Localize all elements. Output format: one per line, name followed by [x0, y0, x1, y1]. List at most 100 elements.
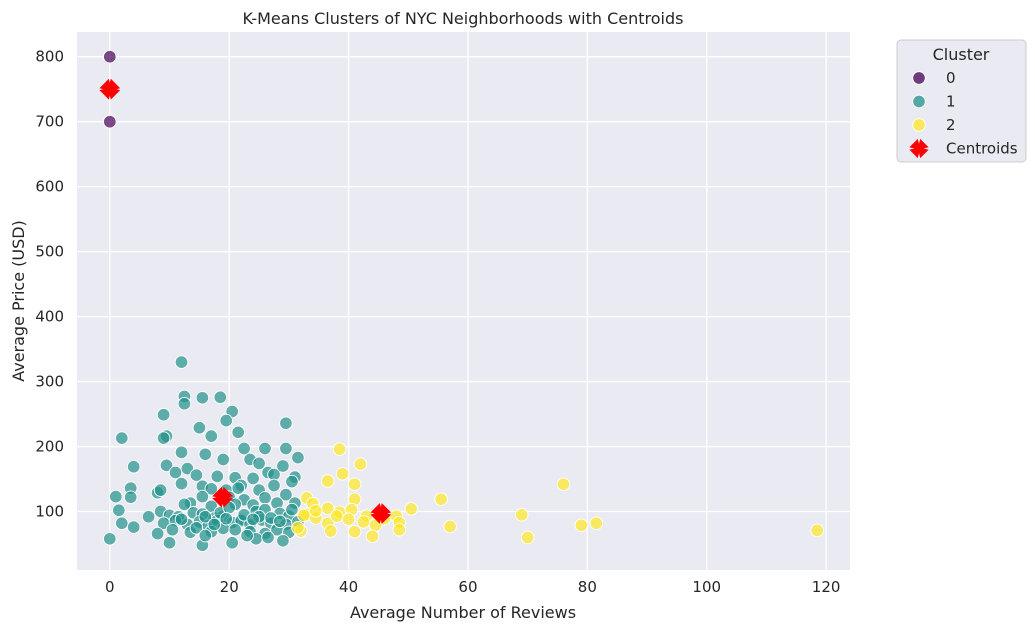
centroid-markers: [99, 78, 392, 524]
cluster-1-point: [189, 521, 204, 535]
cluster-1-point: [115, 516, 129, 530]
cluster-1-point: [279, 487, 293, 502]
cluster-1-point: [150, 526, 165, 541]
legend-cluster-0-marker: [912, 71, 926, 85]
cluster-1-point: [123, 490, 138, 504]
cluster-1-point: [109, 489, 123, 504]
cluster-2-point: [589, 516, 604, 530]
cluster-2-point: [297, 508, 311, 523]
grid-lines: [77, 32, 850, 570]
cluster-2-point: [353, 457, 368, 471]
cluster-1-point: [240, 528, 254, 543]
plot-background: [77, 32, 850, 570]
x-tick-label: 0: [105, 578, 115, 596]
cluster-2-point: [332, 442, 347, 456]
cluster-2-point: [291, 521, 305, 535]
legend-label: 1: [946, 93, 956, 111]
cluster-2-point: [810, 523, 824, 538]
cluster-1-point: [195, 489, 210, 504]
cluster-2-point: [309, 504, 323, 518]
cluster-1-point: [228, 522, 242, 537]
cluster-1-point: [141, 509, 156, 524]
y-tick-label: 200: [35, 438, 64, 456]
cluster-2-point: [341, 512, 356, 527]
cluster-1-point: [198, 447, 213, 462]
cluster-1-point: [246, 471, 260, 486]
y-tick-label: 700: [35, 113, 64, 131]
cluster-0-point: [103, 49, 117, 64]
cluster-1-point: [174, 355, 189, 369]
cluster-1-point: [198, 509, 213, 524]
cluster-1-point: [276, 459, 290, 473]
x-tick-label: 60: [458, 578, 477, 596]
cluster-2-point: [514, 508, 529, 522]
cluster-1-point: [195, 391, 210, 405]
cluster-1-point: [210, 469, 225, 484]
x-tick-label: 40: [339, 578, 358, 596]
cluster-1-point: [219, 511, 233, 526]
y-tick-label: 400: [35, 308, 64, 326]
cluster-1-point: [189, 468, 204, 482]
chart-title: K-Means Clusters of NYC Neighborhoods wi…: [243, 9, 684, 28]
cluster-1-point: [231, 481, 245, 495]
cluster-1-point: [285, 502, 299, 517]
cluster-2-point: [434, 492, 448, 506]
cluster-1-point: [273, 514, 287, 529]
cluster-1-point: [165, 522, 180, 537]
x-axis-label: Average Number of Reviews: [350, 603, 576, 622]
cluster-1-point: [204, 429, 219, 443]
y-tick-label: 500: [35, 243, 64, 261]
cluster-1-point: [231, 425, 245, 440]
cluster-1-point: [267, 478, 281, 493]
cluster-1-point: [279, 441, 293, 456]
legend-cluster-2-marker: [912, 118, 926, 132]
cluster-1-point: [219, 413, 233, 428]
y-tick-labels: 100 200 300 400 500 600 700 800: [35, 48, 64, 521]
cluster-0-point: [103, 114, 117, 129]
cluster-1-point: [246, 512, 260, 527]
cluster-1-point: [225, 535, 239, 550]
cluster-1-point: [162, 535, 177, 550]
legend-entries: 0 1 2 Centroids: [909, 69, 1018, 159]
cluster-1-point: [174, 476, 189, 491]
cluster-1-point: [156, 431, 171, 445]
y-tick-label: 300: [35, 373, 64, 391]
cluster-1-point: [174, 512, 189, 527]
cluster-1-point: [177, 497, 192, 512]
y-axis-label: Average Price (USD): [9, 220, 28, 382]
cluster-1-point: [285, 474, 299, 489]
centroid-marker: [370, 503, 392, 524]
y-tick-label: 800: [35, 48, 64, 66]
x-tick-label: 80: [578, 578, 597, 596]
cluster-2-point: [404, 502, 419, 516]
legend-box: [896, 39, 1027, 163]
y-tick-label: 600: [35, 178, 64, 196]
legend-title: Cluster: [933, 45, 990, 64]
cluster-2-point: [320, 474, 335, 488]
cluster-2-point: [556, 477, 571, 491]
x-tick-label: 120: [812, 578, 841, 596]
cluster-2-point: [365, 529, 380, 543]
cluster-1-point: [213, 390, 228, 404]
cluster-1-point: [168, 465, 183, 480]
cluster-1-point: [192, 420, 207, 435]
cluster-1-point: [112, 503, 126, 517]
cluster-2-point: [443, 519, 457, 534]
cluster-1-point: [252, 456, 266, 471]
cluster-1-point: [261, 530, 275, 545]
cluster-1-point: [174, 445, 189, 460]
legend-centroid-marker: [909, 138, 929, 159]
x-tick-label: 100: [692, 578, 721, 596]
cluster-1-point: [198, 528, 213, 543]
cluster-2-point: [347, 524, 362, 539]
cluster-1-point: [276, 534, 290, 548]
cluster-1-point: [216, 452, 230, 467]
cluster-1-point: [237, 441, 251, 456]
cluster-2-point: [520, 530, 535, 545]
cluster-1-point: [207, 517, 222, 532]
legend: Cluster 0 1 2 Centroids: [896, 39, 1027, 163]
cluster-2-point: [574, 518, 589, 532]
cluster-1-point: [159, 458, 174, 473]
cluster-1-point: [156, 407, 171, 422]
